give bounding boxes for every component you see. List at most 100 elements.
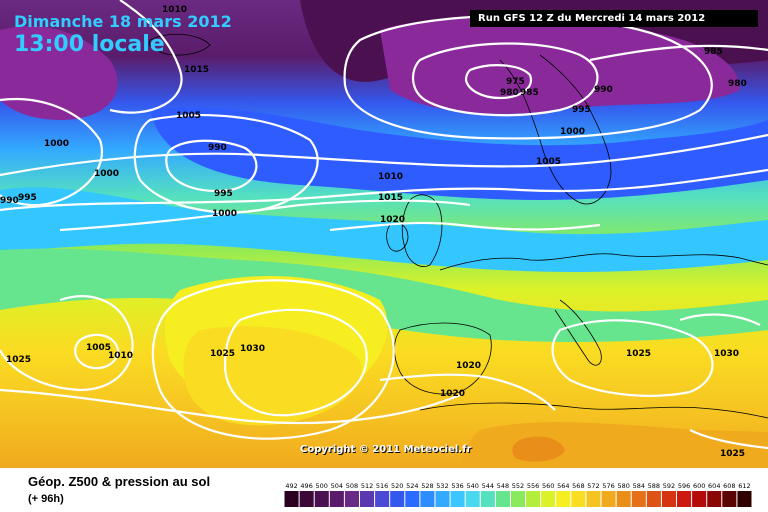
legend-color-swatch [390,491,405,507]
legend-value-label: 496 [300,482,312,490]
isobar-labels: 1010 1015 1005 1000 990 995 1000 990 100… [0,5,747,459]
forecast-date: Dimanche 18 mars 2012 [14,12,232,31]
isobar-1030-east [679,313,761,326]
forecast-lead-time: (+ 96h) [28,493,64,505]
isobar-label: 1005 [176,111,201,121]
zone-cyan-band [0,187,768,272]
geopotential-map: 1010 1015 1005 1000 990 995 1000 990 100… [0,0,768,468]
legend-color-swatch [480,491,495,507]
isobar-scandinavia-trough [589,44,768,62]
isobar-low-975-center [464,64,533,100]
coast-north-africa [419,402,768,419]
coast-ireland [386,222,409,252]
zone-purple-east [380,18,740,114]
legend-value-label: 516 [376,482,388,490]
legend-color-swatch [284,491,299,507]
coast-iceland [148,33,211,56]
legend-value-label: 604 [708,482,720,490]
isobar-label: 1010 [162,5,187,15]
zone-orange-high [183,326,362,426]
isobar-1025-east [551,319,714,397]
zone-orange-southeast [512,436,565,462]
legend-value-label: 544 [482,482,494,490]
legend-color-swatch [420,491,435,507]
legend-color-swatch [616,491,631,507]
legend-value-label: 520 [391,482,403,490]
isobar-label: 1010 [378,172,403,182]
isobars [0,0,768,448]
legend-color-swatch [526,491,541,507]
zone-green-band [0,248,768,342]
legend-color-swatch [405,491,420,507]
isobar-label: 980 [500,88,519,98]
isobar-label: 985 [704,47,723,57]
legend-value-label: 576 [602,482,614,490]
isobar-high-1025 [151,279,395,440]
legend-value-label: 592 [663,482,675,490]
legend-color-swatch [541,491,556,507]
legend-value-label: 552 [512,482,524,490]
isobar-1020-south [0,388,461,425]
legend-color-swatch [601,491,616,507]
legend-value-label: 536 [451,482,463,490]
isobar-low-ring-mid [412,42,599,117]
legend-color-swatch [661,491,677,507]
isobar-label: 1000 [212,209,237,219]
isobar-high-1030 [223,308,368,417]
legend-value-label: 564 [557,482,569,490]
coast-scandinavia [499,54,612,205]
copyright-notice: Copyright © 2011 Meteociel.fr [300,444,472,455]
isobar-label: 1025 [6,355,31,365]
isobar-label: 990 [0,196,19,206]
isobar-label: 1015 [378,193,403,203]
legend-color-swatch [435,491,450,507]
legend-value-label: 548 [497,482,509,490]
legend-color-swatch [329,491,344,507]
legend-value-label: 508 [346,482,358,490]
isobar-1010-band [0,168,768,212]
legend-color-swatch [299,491,314,507]
coast-italy [554,299,602,366]
legend-value-label: 568 [572,482,584,490]
model-run-banner: Run GFS 12 Z du Mercredi 14 mars 2012 [470,10,758,27]
legend-value-label: 584 [633,482,645,490]
isobar-1020-iberia [379,373,556,411]
legend-color-swatch [375,491,390,507]
legend-color-swatch [677,491,692,507]
isobar-1020-band [329,221,601,232]
legend-value-label: 612 [738,482,750,490]
legend-color-swatch [707,491,722,507]
isobar-label: 995 [18,193,37,203]
legend-color-swatch [510,491,526,507]
zone-blue-band [150,107,768,200]
isobar-label: 1015 [184,65,209,75]
legend-value-label: 560 [542,482,554,490]
legend-color-swatch [556,491,571,507]
legend-color-swatch [737,491,752,507]
isobar-1025-southeast [689,429,768,450]
legend-value-label: 500 [316,482,328,490]
legend-color-swatch [571,491,586,507]
legend-color-swatch [314,491,329,507]
isobar-label: 1005 [86,343,111,353]
legend-value-label: 596 [678,482,690,490]
isobar-low-1005-sw [74,333,120,370]
legend-value-label: 512 [361,482,373,490]
legend-value-label: 528 [421,482,433,490]
legend-color-swatch [495,491,510,507]
legend-value-label: 588 [648,482,660,490]
coast-mainland-europe [439,253,768,271]
isobar-label: 1000 [94,169,119,179]
map-title: Géop. Z500 & pression au sol [28,474,211,489]
isobar-label: 1000 [44,139,69,149]
isobar-1005-band [0,133,768,177]
isobar-label: 1030 [714,349,739,359]
isobar-west-wave [0,295,134,392]
coastlines [148,33,768,419]
legend-value-label: 556 [527,482,539,490]
isobar-label: 1020 [456,361,481,371]
isobar-label: 995 [214,189,233,199]
legend-color-swatch [450,491,465,507]
legend-color-swatch [465,491,480,507]
